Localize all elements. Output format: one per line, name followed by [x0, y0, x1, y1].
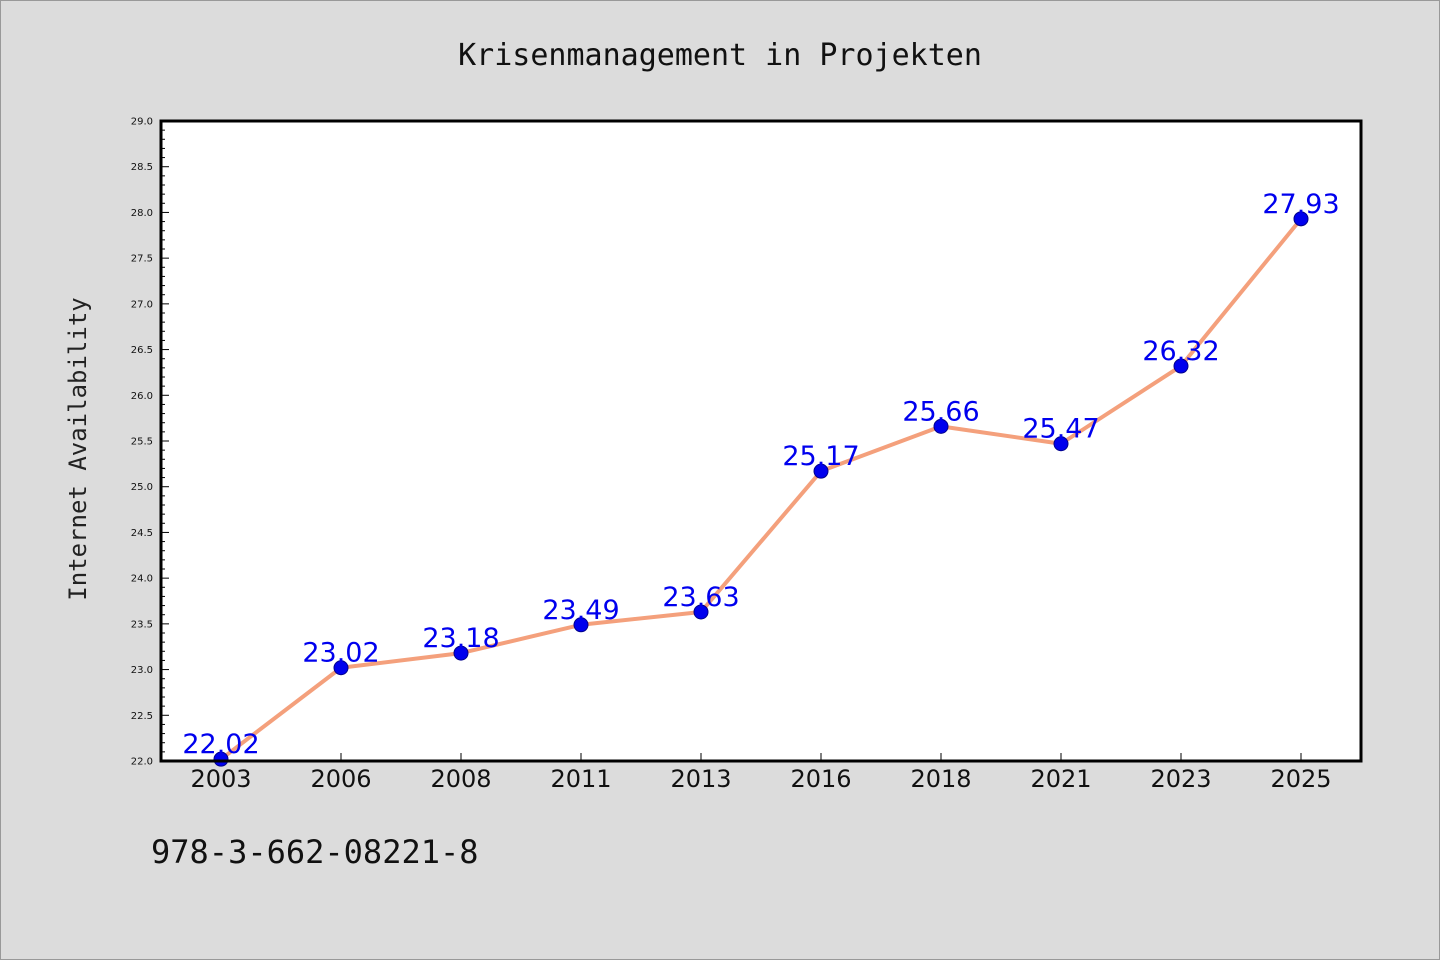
x-tick-label: 2023 [1150, 765, 1211, 793]
x-tick-label: 2018 [910, 765, 971, 793]
y-tick-label: 29.0 [131, 117, 153, 128]
y-axis-tick-labels: 22.0 22.5 23.0 23.5 24.0 24.5 25.0 25.5 26.0 26.5… [131, 117, 153, 768]
y-tick-label: 22.0 [131, 757, 153, 768]
y-tick-label: 26.0 [131, 391, 153, 402]
plot-area [161, 121, 1361, 761]
data-label: 27.93 [1262, 189, 1339, 220]
y-tick-label: 27.0 [131, 299, 153, 310]
data-point [693, 604, 709, 620]
data-label: 25.17 [782, 441, 859, 472]
data-point [933, 418, 949, 434]
y-tick-label: 27.5 [131, 254, 153, 265]
x-tick-label: 2021 [1030, 765, 1091, 793]
x-axis-tick-labels: 2003 2006 2008 2011 2013 2016 2018 2021 2023 2025 [190, 765, 1331, 793]
y-tick-label: 26.5 [131, 345, 153, 356]
x-tick-label: 2003 [190, 765, 251, 793]
data-label: 23.02 [302, 638, 379, 669]
x-tick-label: 2013 [670, 765, 731, 793]
isbn-text: 978-3-662-08221-8 [151, 833, 479, 871]
y-tick-label: 24.0 [131, 574, 153, 585]
data-point [213, 751, 229, 767]
x-tick-label: 2006 [310, 765, 371, 793]
series-lines [219, 217, 1303, 761]
y-tick-label: 28.5 [131, 162, 153, 173]
chart-title: Krisenmanagement in Projekten [458, 38, 982, 73]
data-point [333, 660, 349, 676]
data-point [1293, 211, 1309, 227]
data-label: 23.63 [662, 582, 739, 613]
series-markers [213, 211, 1309, 767]
data-point [1053, 436, 1069, 452]
x-tick-label: 2011 [550, 765, 611, 793]
y-tick-label: 24.5 [131, 528, 153, 539]
data-point [573, 617, 589, 633]
series-line [219, 217, 1303, 761]
x-tick-label: 2008 [430, 765, 491, 793]
y-axis-label: Internet Availability [64, 297, 92, 600]
data-label: 22.02 [182, 729, 259, 760]
y-tick-label: 25.5 [131, 437, 153, 448]
data-label: 25.47 [1022, 414, 1099, 445]
y-tick-label: 23.0 [131, 665, 153, 676]
y-tick-label: 22.5 [131, 711, 153, 722]
data-label: 26.32 [1142, 336, 1219, 367]
x-tick-label: 2025 [1270, 765, 1331, 793]
series-data-labels: 22.02 23.02 23.18 23.49 23.63 25.17 25.66 25.47… [182, 189, 1339, 760]
data-point [813, 463, 829, 479]
y-tick-label: 23.5 [131, 619, 153, 630]
data-point [1173, 358, 1189, 374]
data-label: 25.66 [902, 396, 979, 427]
y-tick-label: 25.0 [131, 482, 153, 493]
data-label: 23.18 [422, 623, 499, 654]
x-tick-label: 2016 [790, 765, 851, 793]
y-tick-label: 28.0 [131, 208, 153, 219]
data-point [453, 645, 469, 661]
plot-frame [159, 119, 1363, 763]
data-label: 23.49 [542, 595, 619, 626]
